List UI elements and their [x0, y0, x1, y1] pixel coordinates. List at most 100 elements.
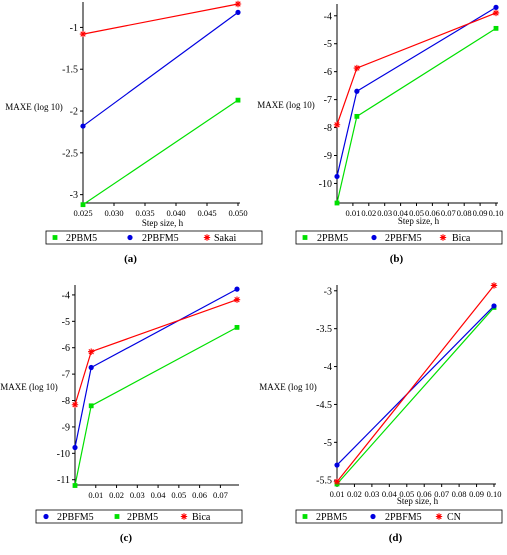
x-tick-label: 0.02 [109, 490, 124, 500]
panel-caption: (a) [124, 253, 137, 265]
y-tick-label: -4 [62, 290, 70, 301]
x-tick-label: 0.02 [347, 489, 362, 499]
data-point [234, 286, 240, 292]
y-axis-label: MAXE (log 10) [5, 102, 63, 112]
x-tick-label: 0.09 [469, 489, 484, 499]
legend: 2PBFM5 2PBM5 Bica [35, 509, 243, 524]
legend-box [35, 509, 243, 524]
x-tick-label: 0.05 [399, 489, 414, 499]
legend-label: 2PBM5 [316, 512, 347, 523]
y-tick-label: -3 [324, 286, 332, 297]
data-point [493, 25, 499, 31]
x-tick-label: 0.05 [409, 208, 424, 218]
x-tick-label: 0.07 [434, 489, 449, 499]
x-tick-label: 0.10 [487, 489, 502, 499]
legend-label: 2PBM5 [127, 512, 158, 523]
y-axis-label: MAXE (log 10) [257, 100, 315, 110]
legend-marker [43, 513, 49, 520]
x-tick-label: 0.09 [473, 208, 488, 218]
y-tick-label: -7 [62, 370, 70, 381]
series-line [74, 288, 238, 448]
y-tick-label: -5.5 [316, 476, 332, 487]
series-2PBFM5 [80, 9, 241, 129]
data-point [333, 478, 341, 485]
panel-d: -5.5-5-4.5-4-3.5-30.01 0.02 0.03 0.04 0.05 0.… [259, 282, 503, 544]
data-point [88, 348, 95, 355]
series-2PBM5 [334, 25, 499, 206]
x-tick-label: 0.02 [361, 208, 376, 218]
y-tick-label: -5 [62, 317, 70, 328]
x-tick-label: 0.025 [73, 208, 92, 218]
data-point [72, 444, 78, 451]
x-tick-label: 0.06 [417, 489, 432, 499]
panel-caption: (d) [389, 532, 403, 544]
series-line [74, 326, 238, 486]
x-tick-label: 0.10 [489, 208, 504, 218]
series-line [336, 6, 497, 177]
x-tick-label: 0.06 [425, 208, 440, 218]
data-point [334, 173, 340, 180]
y-tick-label: -7 [324, 95, 332, 106]
x-tick-label: 0.06 [192, 490, 207, 500]
legend-label: 2PBM5 [317, 233, 348, 244]
legend-marker [435, 513, 443, 520]
x-tick-label: 0.03 [130, 490, 145, 500]
panel-caption: (b) [390, 253, 404, 265]
data-point [79, 30, 87, 38]
x-tick-label: 0.050 [228, 208, 247, 218]
x-tick-label: 0.08 [457, 208, 472, 218]
y-tick-label: -6 [324, 67, 332, 78]
legend-box [295, 509, 503, 524]
legend-marker [371, 234, 377, 241]
y-axis-label: MAXE (log 10) [259, 382, 317, 392]
y-tick-label: -6 [62, 343, 70, 354]
legend-marker [439, 234, 447, 241]
y-tick-label: -4.5 [316, 400, 332, 411]
legend: 2PBM5 2PBFM5 Sakai [45, 230, 263, 245]
series-Bica [71, 296, 241, 408]
series-2PBM5 [72, 324, 240, 488]
x-tick-label: 0.035 [135, 208, 154, 218]
data-point [334, 462, 340, 468]
x-tick-label: 0.03 [377, 208, 392, 218]
x-axis-label: Step size, h [398, 216, 440, 226]
series-2PBM5 [80, 97, 241, 208]
y-tick-label: -8 [324, 123, 332, 134]
data-point [354, 113, 360, 119]
data-point [493, 4, 499, 10]
data-point [491, 303, 497, 309]
data-point [235, 97, 241, 103]
x-tick-label: 0.040 [166, 208, 185, 218]
data-point [234, 0, 242, 8]
legend: 2PBM5 2PBFM5 CN [295, 509, 503, 524]
series-line [336, 12, 497, 125]
data-point [333, 121, 341, 128]
panel-b: -10-9-8-7-6-5-40.01 0.02 0.03 0.04 0.05 0.06 0… [257, 4, 503, 265]
data-point [334, 200, 340, 206]
legend-marker [203, 234, 211, 241]
y-tick-label: -5 [324, 438, 332, 449]
x-tick-label: 0.01 [88, 490, 103, 500]
legend-label: Bica [192, 512, 211, 523]
series-2PBFM5 [334, 4, 499, 180]
series-CN [333, 282, 498, 485]
series-line [336, 285, 495, 483]
legend-marker [52, 235, 58, 240]
legend-label: CN [447, 512, 461, 523]
x-tick-label: 0.07 [441, 208, 456, 218]
data-point [234, 324, 240, 330]
series-line [336, 27, 497, 204]
data-point [88, 364, 94, 371]
legend-marker [127, 234, 133, 241]
series-Bica [333, 9, 500, 128]
data-point [490, 282, 498, 289]
x-tick-label: 0.07 [213, 490, 228, 500]
series-2PBFM5 [334, 303, 497, 468]
data-point [353, 64, 361, 72]
data-point [235, 9, 241, 15]
x-tick-label: 0.05 [171, 490, 186, 500]
y-tick-label: -1 [70, 23, 78, 34]
legend-label: 2PBFM5 [142, 233, 179, 244]
